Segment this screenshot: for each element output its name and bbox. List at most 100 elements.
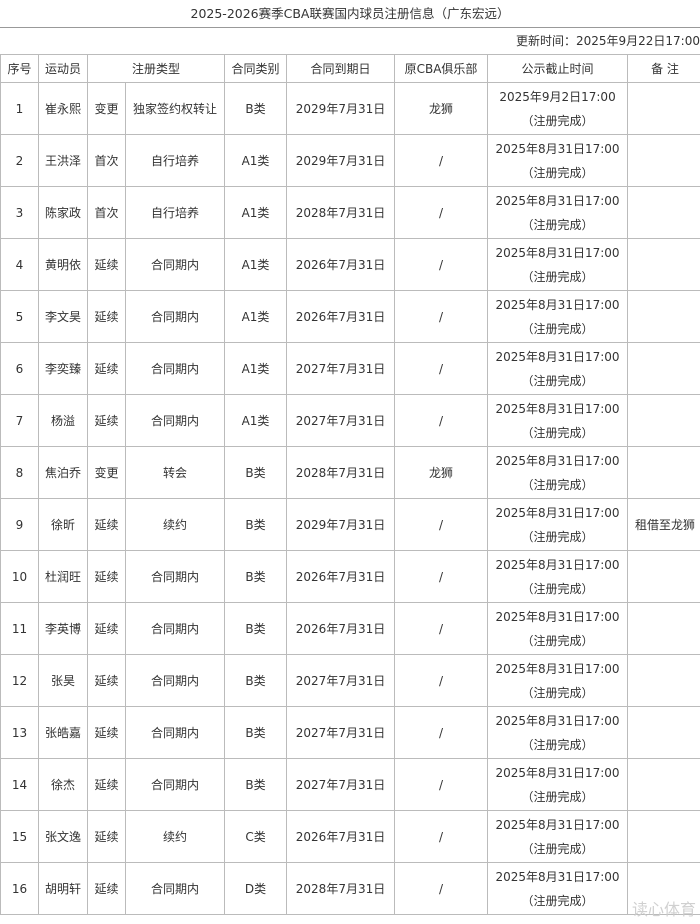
reg-type: 合同期内 <box>124 550 226 603</box>
table-row: 15 张文逸 延续 续约 C类 2026年7月31日/ 2025年8月31日17:00 （注册… <box>0 810 700 863</box>
deadline-status: （注册完成） <box>521 737 594 752</box>
row-no: 10 <box>0 550 39 603</box>
deadline-time: 2025年8月31日17:00 <box>495 349 620 364</box>
row-no: 9 <box>0 498 39 551</box>
reg-type: 转会 <box>124 446 226 499</box>
deadline-time: 2025年8月31日17:00 <box>495 869 620 884</box>
reg-type: 合同期内 <box>124 290 226 343</box>
table-row: 2 王洪泽 首次 自行培养 A1类 2029年7月31日/ 2025年8月31日17:00 （… <box>0 134 700 187</box>
deadline: 2025年8月31日17:00 （注册完成） <box>487 342 629 395</box>
table-row: 10 杜润旺 延续 合同期内 B类 2026年7月31日/ 2025年8月31日17:00 （… <box>0 550 700 603</box>
deadline: 2025年8月31日17:00 （注册完成） <box>487 394 629 447</box>
table-row: 14 徐杰 延续 合同期内 B类 2027年7月31日/ 2025年8月31日17:00 （注… <box>0 758 700 811</box>
row-no: 11 <box>0 602 39 655</box>
contract-expiry: 2028年7月31日 <box>286 186 396 239</box>
contract-expiry: 2029年7月31日 <box>286 82 396 135</box>
contract-class: A1类 <box>224 394 288 447</box>
header-expiry: 合同到期日 <box>286 54 396 83</box>
header-no: 序号 <box>0 54 39 83</box>
deadline-status: （注册完成） <box>521 373 594 388</box>
registration-table: 序号 运动员 注册类型 合同类别 合同到期日 原CBA俱乐部 公示截止时间 备 … <box>0 54 700 915</box>
player-name: 张皓嘉 <box>38 706 88 759</box>
deadline-status: （注册完成） <box>521 477 594 492</box>
deadline: 2025年8月31日17:00 （注册完成） <box>487 238 629 291</box>
deadline: 2025年8月31日17:00 （注册完成） <box>487 186 629 239</box>
reg-change: 延续 <box>87 654 126 707</box>
table-row: 13 张皓嘉 延续 合同期内 B类 2027年7月31日/ 2025年8月31日17:00 （… <box>0 706 700 759</box>
prev-club: / <box>394 550 489 603</box>
note <box>627 602 700 655</box>
player-name: 徐杰 <box>38 758 88 811</box>
prev-club: / <box>394 134 489 187</box>
row-no: 1 <box>0 82 39 135</box>
contract-expiry: 2028年7月31日 <box>286 862 396 915</box>
reg-change: 首次 <box>87 186 126 239</box>
prev-club: / <box>394 186 489 239</box>
header-reg-type: 注册类型 <box>86 54 226 83</box>
note <box>627 758 700 811</box>
player-name: 焦泊乔 <box>38 446 88 499</box>
contract-expiry: 2027年7月31日 <box>286 394 396 447</box>
reg-change: 延续 <box>87 290 126 343</box>
reg-type: 续约 <box>124 498 226 551</box>
contract-class: A1类 <box>224 186 288 239</box>
prev-club: / <box>394 810 489 863</box>
deadline-time: 2025年8月31日17:00 <box>495 141 620 156</box>
player-name: 李奕臻 <box>38 342 88 395</box>
deadline-status: （注册完成） <box>521 581 594 596</box>
contract-expiry: 2026年7月31日 <box>286 290 396 343</box>
reg-change: 延续 <box>87 238 126 291</box>
contract-expiry: 2027年7月31日 <box>286 342 396 395</box>
note: 租借至龙狮 <box>627 498 700 551</box>
reg-change: 延续 <box>87 550 126 603</box>
table-row: 9 徐昕 延续 续约 B类 2029年7月31日/ 2025年8月31日17:00 （注册完成… <box>0 498 700 551</box>
deadline: 2025年8月31日17:00 （注册完成） <box>487 446 629 499</box>
deadline-time: 2025年8月31日17:00 <box>495 453 620 468</box>
player-name: 陈家政 <box>38 186 88 239</box>
row-no: 16 <box>0 862 39 915</box>
contract-expiry: 2026年7月31日 <box>286 810 396 863</box>
header-note: 备 注 <box>627 54 700 83</box>
reg-type: 合同期内 <box>124 654 226 707</box>
reg-type: 独家签约权转让 <box>124 82 226 135</box>
player-name: 徐昕 <box>38 498 88 551</box>
reg-change: 延续 <box>87 602 126 655</box>
player-name: 李文昊 <box>38 290 88 343</box>
reg-type: 合同期内 <box>124 758 226 811</box>
note <box>627 550 700 603</box>
player-name: 胡明轩 <box>38 862 88 915</box>
contract-expiry: 2029年7月31日 <box>286 134 396 187</box>
prev-club: / <box>394 290 489 343</box>
contract-class: B类 <box>224 82 288 135</box>
contract-class: B类 <box>224 498 288 551</box>
prev-club: / <box>394 758 489 811</box>
header-prev-club: 原CBA俱乐部 <box>394 54 489 83</box>
note <box>627 446 700 499</box>
deadline: 2025年9月2日17:00 （注册完成） <box>487 82 629 135</box>
deadline-status: （注册完成） <box>521 217 594 232</box>
deadline: 2025年8月31日17:00 （注册完成） <box>487 862 629 915</box>
contract-class: B类 <box>224 706 288 759</box>
table-row: 16 胡明轩 延续 合同期内 D类 2028年7月31日/ 2025年8月31日17:00 （… <box>0 862 700 915</box>
note <box>627 82 700 135</box>
header-deadline: 公示截止时间 <box>487 54 629 83</box>
note <box>627 238 700 291</box>
deadline-time: 2025年8月31日17:00 <box>495 609 620 624</box>
note <box>627 654 700 707</box>
table-row: 3 陈家政 首次 自行培养 A1类 2028年7月31日/ 2025年8月31日17:00 （… <box>0 186 700 239</box>
note <box>627 134 700 187</box>
row-no: 13 <box>0 706 39 759</box>
row-no: 7 <box>0 394 39 447</box>
note <box>627 186 700 239</box>
deadline: 2025年8月31日17:00 （注册完成） <box>487 654 629 707</box>
prev-club: / <box>394 706 489 759</box>
contract-class: A1类 <box>224 238 288 291</box>
contract-expiry: 2027年7月31日 <box>286 706 396 759</box>
note <box>627 810 700 863</box>
table-row: 6 李奕臻 延续 合同期内 A1类 2027年7月31日/ 2025年8月31日17:00 （… <box>0 342 700 395</box>
contract-expiry: 2026年7月31日 <box>286 550 396 603</box>
reg-type: 自行培养 <box>124 134 226 187</box>
prev-club: 龙狮 <box>394 82 489 135</box>
player-name: 黄明依 <box>38 238 88 291</box>
contract-expiry: 2026年7月31日 <box>286 602 396 655</box>
